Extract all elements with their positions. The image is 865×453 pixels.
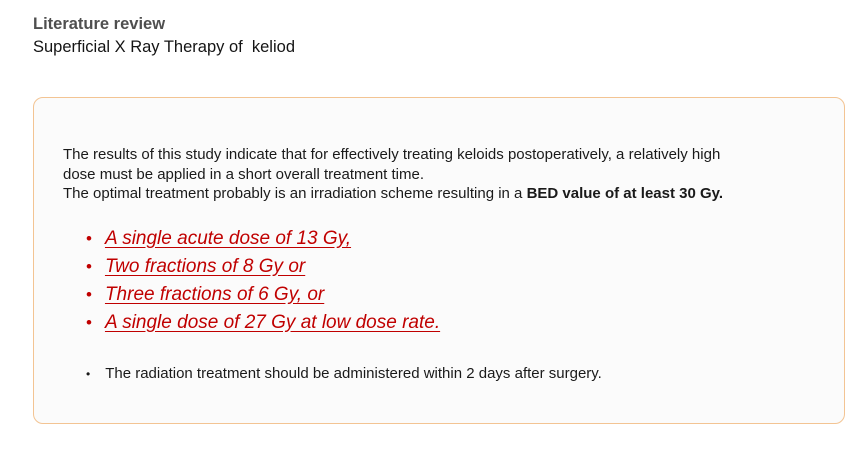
paragraph-text: The optimal treatment probably is an irr… (63, 185, 527, 202)
slide-header: Literature review Superficial X Ray Ther… (33, 13, 295, 59)
paragraph-bold-text: BED value of at least 30 Gy. (526, 185, 724, 202)
list-item: • Two fractions of 8 Gy or (86, 253, 824, 281)
list-item: • A single dose of 27 Gy at low dose rat… (86, 309, 824, 337)
list-item-text: A single acute dose of 13 Gy, (104, 227, 352, 249)
bullet-icon: • (86, 228, 92, 248)
treatment-options-list: • A single acute dose of 13 Gy, • Two fr… (63, 225, 824, 337)
paragraph-line: The optimal treatment probably is an irr… (63, 184, 824, 204)
bullet-icon: • (86, 366, 91, 381)
paragraph-line: The results of this study indicate that … (63, 146, 721, 163)
intro-paragraph: The results of this study indicate that … (63, 145, 824, 204)
list-item-text: Two fractions of 8 Gy or (104, 255, 306, 277)
bullet-icon: • (86, 312, 92, 332)
list-item-text: Three fractions of 6 Gy, or (104, 283, 325, 305)
page-subtitle: Superficial X Ray Therapy of keliod (33, 38, 295, 56)
list-item: • A single acute dose of 13 Gy, (86, 225, 824, 253)
list-item: • The radiation treatment should be admi… (63, 364, 824, 384)
content-panel: The results of this study indicate that … (33, 97, 845, 424)
panel-inner: The results of this study indicate that … (34, 98, 844, 384)
list-item-text: A single dose of 27 Gy at low dose rate. (104, 311, 441, 333)
page-title: Literature review (33, 15, 166, 33)
list-item-text: The radiation treatment should be admini… (105, 364, 602, 382)
bullet-icon: • (86, 256, 92, 276)
list-item: • Three fractions of 6 Gy, or (86, 281, 824, 309)
paragraph-line: dose must be applied in a short overall … (63, 165, 425, 183)
bullet-icon: • (86, 284, 92, 304)
